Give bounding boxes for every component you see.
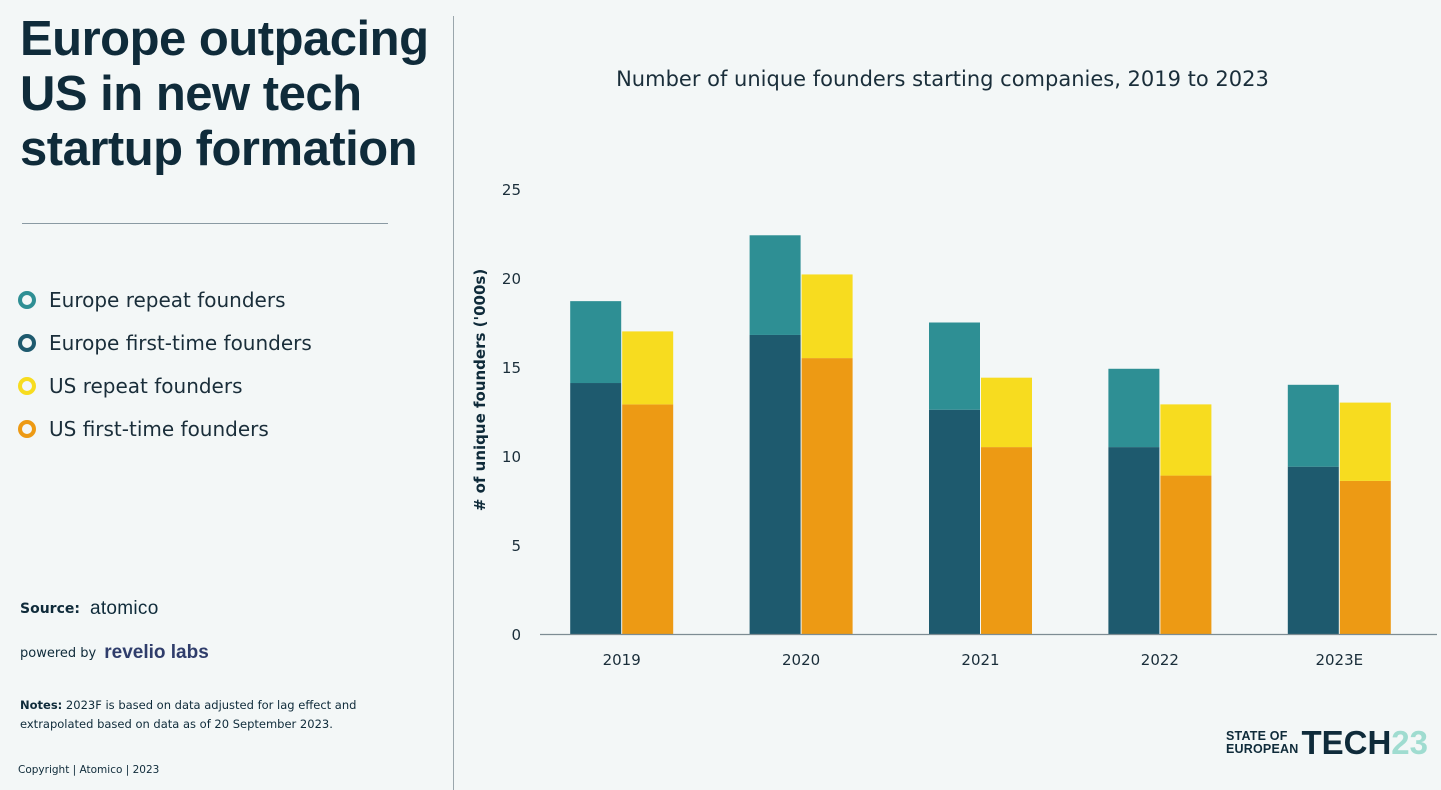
legend-label: Europe repeat founders	[49, 287, 286, 312]
y-tick-label: 10	[502, 448, 521, 466]
bar-us-first-time-founders-2023e	[1339, 480, 1391, 634]
circle-icon	[18, 419, 36, 438]
divider	[22, 223, 388, 224]
x-tick-label: 2019	[603, 651, 641, 669]
notes-label: Notes:	[20, 698, 63, 712]
y-axis-label: # of unique founders ('000s)	[471, 269, 489, 511]
legend-label: US first-time founders	[49, 416, 269, 441]
bar-us-repeat-founders-2019	[622, 331, 674, 405]
chart-title: Number of unique founders starting compa…	[616, 67, 1269, 91]
bar-us-repeat-founders-2020	[801, 274, 853, 359]
title-line: Europe outpacing	[20, 12, 429, 66]
x-tick-label: 2022	[1141, 651, 1179, 669]
bar-europe-repeat-founders-2023e	[1287, 384, 1339, 467]
bar-us-first-time-founders-2019	[622, 404, 674, 634]
brand-line1: STATE OF	[1226, 729, 1288, 743]
notes: Notes: 2023F is based on data adjusted f…	[20, 696, 400, 734]
legend-item-us-repeat: US repeat founders	[18, 364, 312, 407]
bar-europe-first-time-founders-2019	[570, 383, 622, 634]
y-tick-label: 5	[511, 537, 521, 555]
bar-us-first-time-founders-2021	[981, 447, 1032, 634]
legend-item-europe-first-time: Europe first-time founders	[18, 321, 312, 364]
source: Source: atomico	[20, 598, 159, 620]
brand-line2: EUROPEAN	[1226, 742, 1299, 756]
legend: Europe repeat founders Europe first-time…	[18, 278, 312, 450]
brand-logo: STATE OF EUROPEAN TECH 23	[1226, 726, 1428, 760]
x-tick-label: 2020	[782, 651, 820, 669]
bar-europe-repeat-founders-2020	[749, 235, 801, 335]
bar-europe-first-time-founders-2020	[749, 334, 801, 634]
bar-europe-first-time-founders-2021	[929, 409, 980, 634]
bar-europe-repeat-founders-2019	[570, 301, 622, 384]
y-tick-label: 20	[502, 270, 521, 288]
bar-us-repeat-founders-2021	[981, 377, 1032, 448]
powered-by: powered by revelio labs	[20, 642, 209, 664]
bar-europe-repeat-founders-2022	[1108, 368, 1160, 448]
bar-us-repeat-founders-2022	[1160, 404, 1212, 476]
legend-label: US repeat founders	[49, 373, 243, 398]
x-tick-label: 2021	[961, 651, 999, 669]
bar-us-first-time-founders-2020	[801, 358, 853, 634]
y-tick-label: 0	[511, 626, 521, 644]
circle-icon	[18, 333, 36, 352]
bar-europe-first-time-founders-2023e	[1287, 466, 1339, 634]
vertical-divider	[453, 16, 454, 790]
bar-europe-first-time-founders-2022	[1108, 447, 1160, 634]
atomico-logo: atomico	[89, 598, 159, 619]
title-line: US in new tech	[20, 67, 362, 121]
circle-icon	[18, 290, 36, 309]
left-panel: Europe outpacing US in new tech startup …	[0, 0, 452, 790]
legend-label: Europe first-time founders	[49, 330, 312, 355]
brand-number: 23	[1391, 724, 1429, 761]
page-title: Europe outpacing US in new tech startup …	[20, 12, 450, 177]
revelio-logo: revelio labs	[104, 642, 209, 663]
copyright: Copyright | Atomico | 2023	[18, 764, 160, 776]
brand-small: STATE OF EUROPEAN	[1226, 730, 1298, 756]
legend-item-us-first-time: US first-time founders	[18, 407, 312, 450]
notes-text: 2023F is based on data adjusted for lag …	[20, 698, 357, 731]
bar-europe-repeat-founders-2021	[929, 322, 980, 410]
x-tick-label: 2023E	[1315, 651, 1363, 669]
circle-icon	[18, 376, 36, 395]
powered-label: powered by	[20, 645, 97, 661]
bar-us-first-time-founders-2022	[1160, 475, 1212, 634]
legend-item-europe-repeat: Europe repeat founders	[18, 278, 312, 321]
brand-word: TECH	[1301, 724, 1392, 761]
y-tick-label: 25	[502, 181, 521, 199]
source-label: Source:	[20, 601, 80, 617]
title-line: startup formation	[20, 122, 418, 176]
bar-us-repeat-founders-2023e	[1339, 402, 1391, 481]
y-tick-label: 15	[502, 359, 521, 377]
